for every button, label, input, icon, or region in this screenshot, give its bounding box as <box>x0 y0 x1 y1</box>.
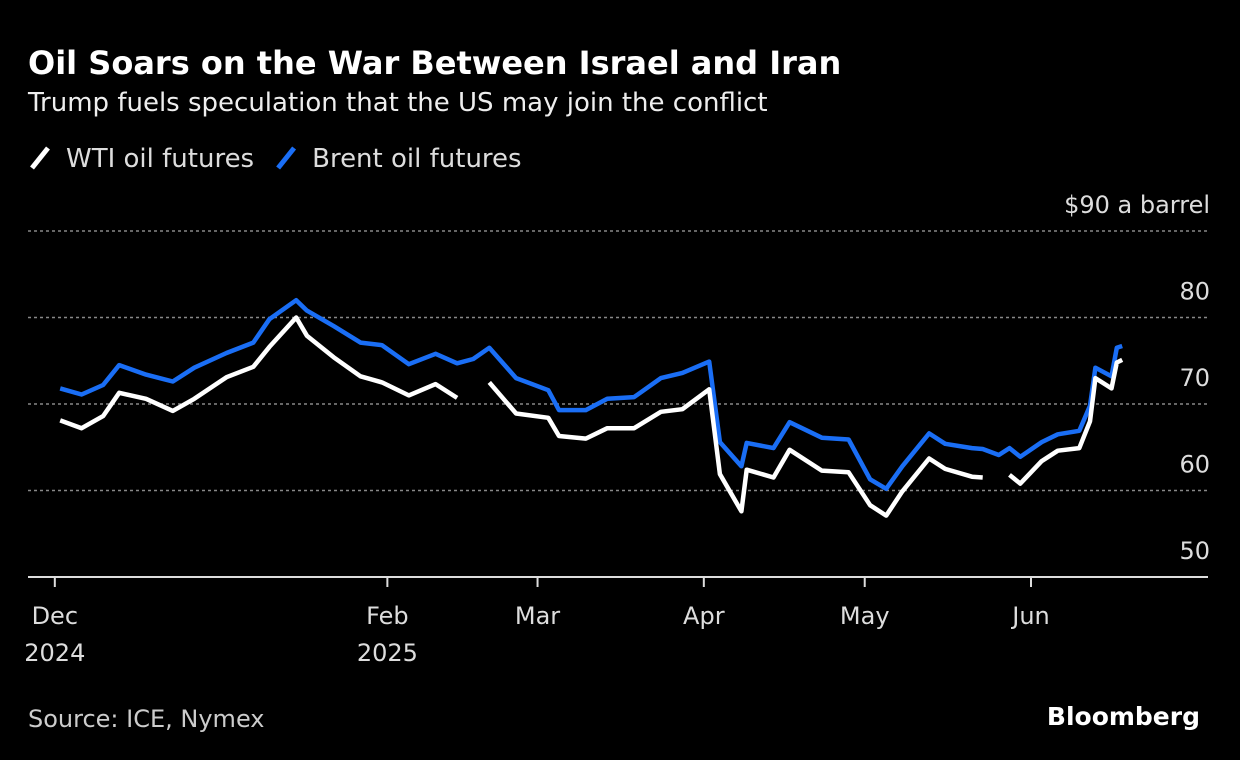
y-tick-label: 70 <box>1179 364 1210 392</box>
x-tick-label: Apr <box>683 602 725 630</box>
brand-logo: Bloomberg <box>1047 702 1200 731</box>
x-tick-label: Mar <box>515 602 560 630</box>
x-tick-label: May <box>840 602 890 630</box>
legend-swatch <box>276 146 297 170</box>
x-tick-label: Jun <box>1010 602 1050 630</box>
y-tick-label: 80 <box>1179 278 1210 306</box>
legend-swatch <box>30 146 50 170</box>
source: Source: ICE, Nymex <box>28 705 264 733</box>
legend-label: WTI oil futures <box>66 144 254 174</box>
chart-title: Oil Soars on the War Between Israel and … <box>28 44 841 82</box>
x-tick-label: Dec 2024 <box>24 602 85 667</box>
line-series <box>59 315 1124 518</box>
line-series <box>59 297 1123 492</box>
chart-subtitle: Trump fuels speculation that the US may … <box>27 88 768 118</box>
y-tick-label: 50 <box>1179 537 1210 565</box>
y-tick-label: 60 <box>1179 451 1210 479</box>
y-tick-label: $90 a barrel <box>1064 191 1210 219</box>
x-tick-label: Feb 2025 <box>357 602 418 667</box>
legend-label: Brent oil futures <box>312 144 521 174</box>
